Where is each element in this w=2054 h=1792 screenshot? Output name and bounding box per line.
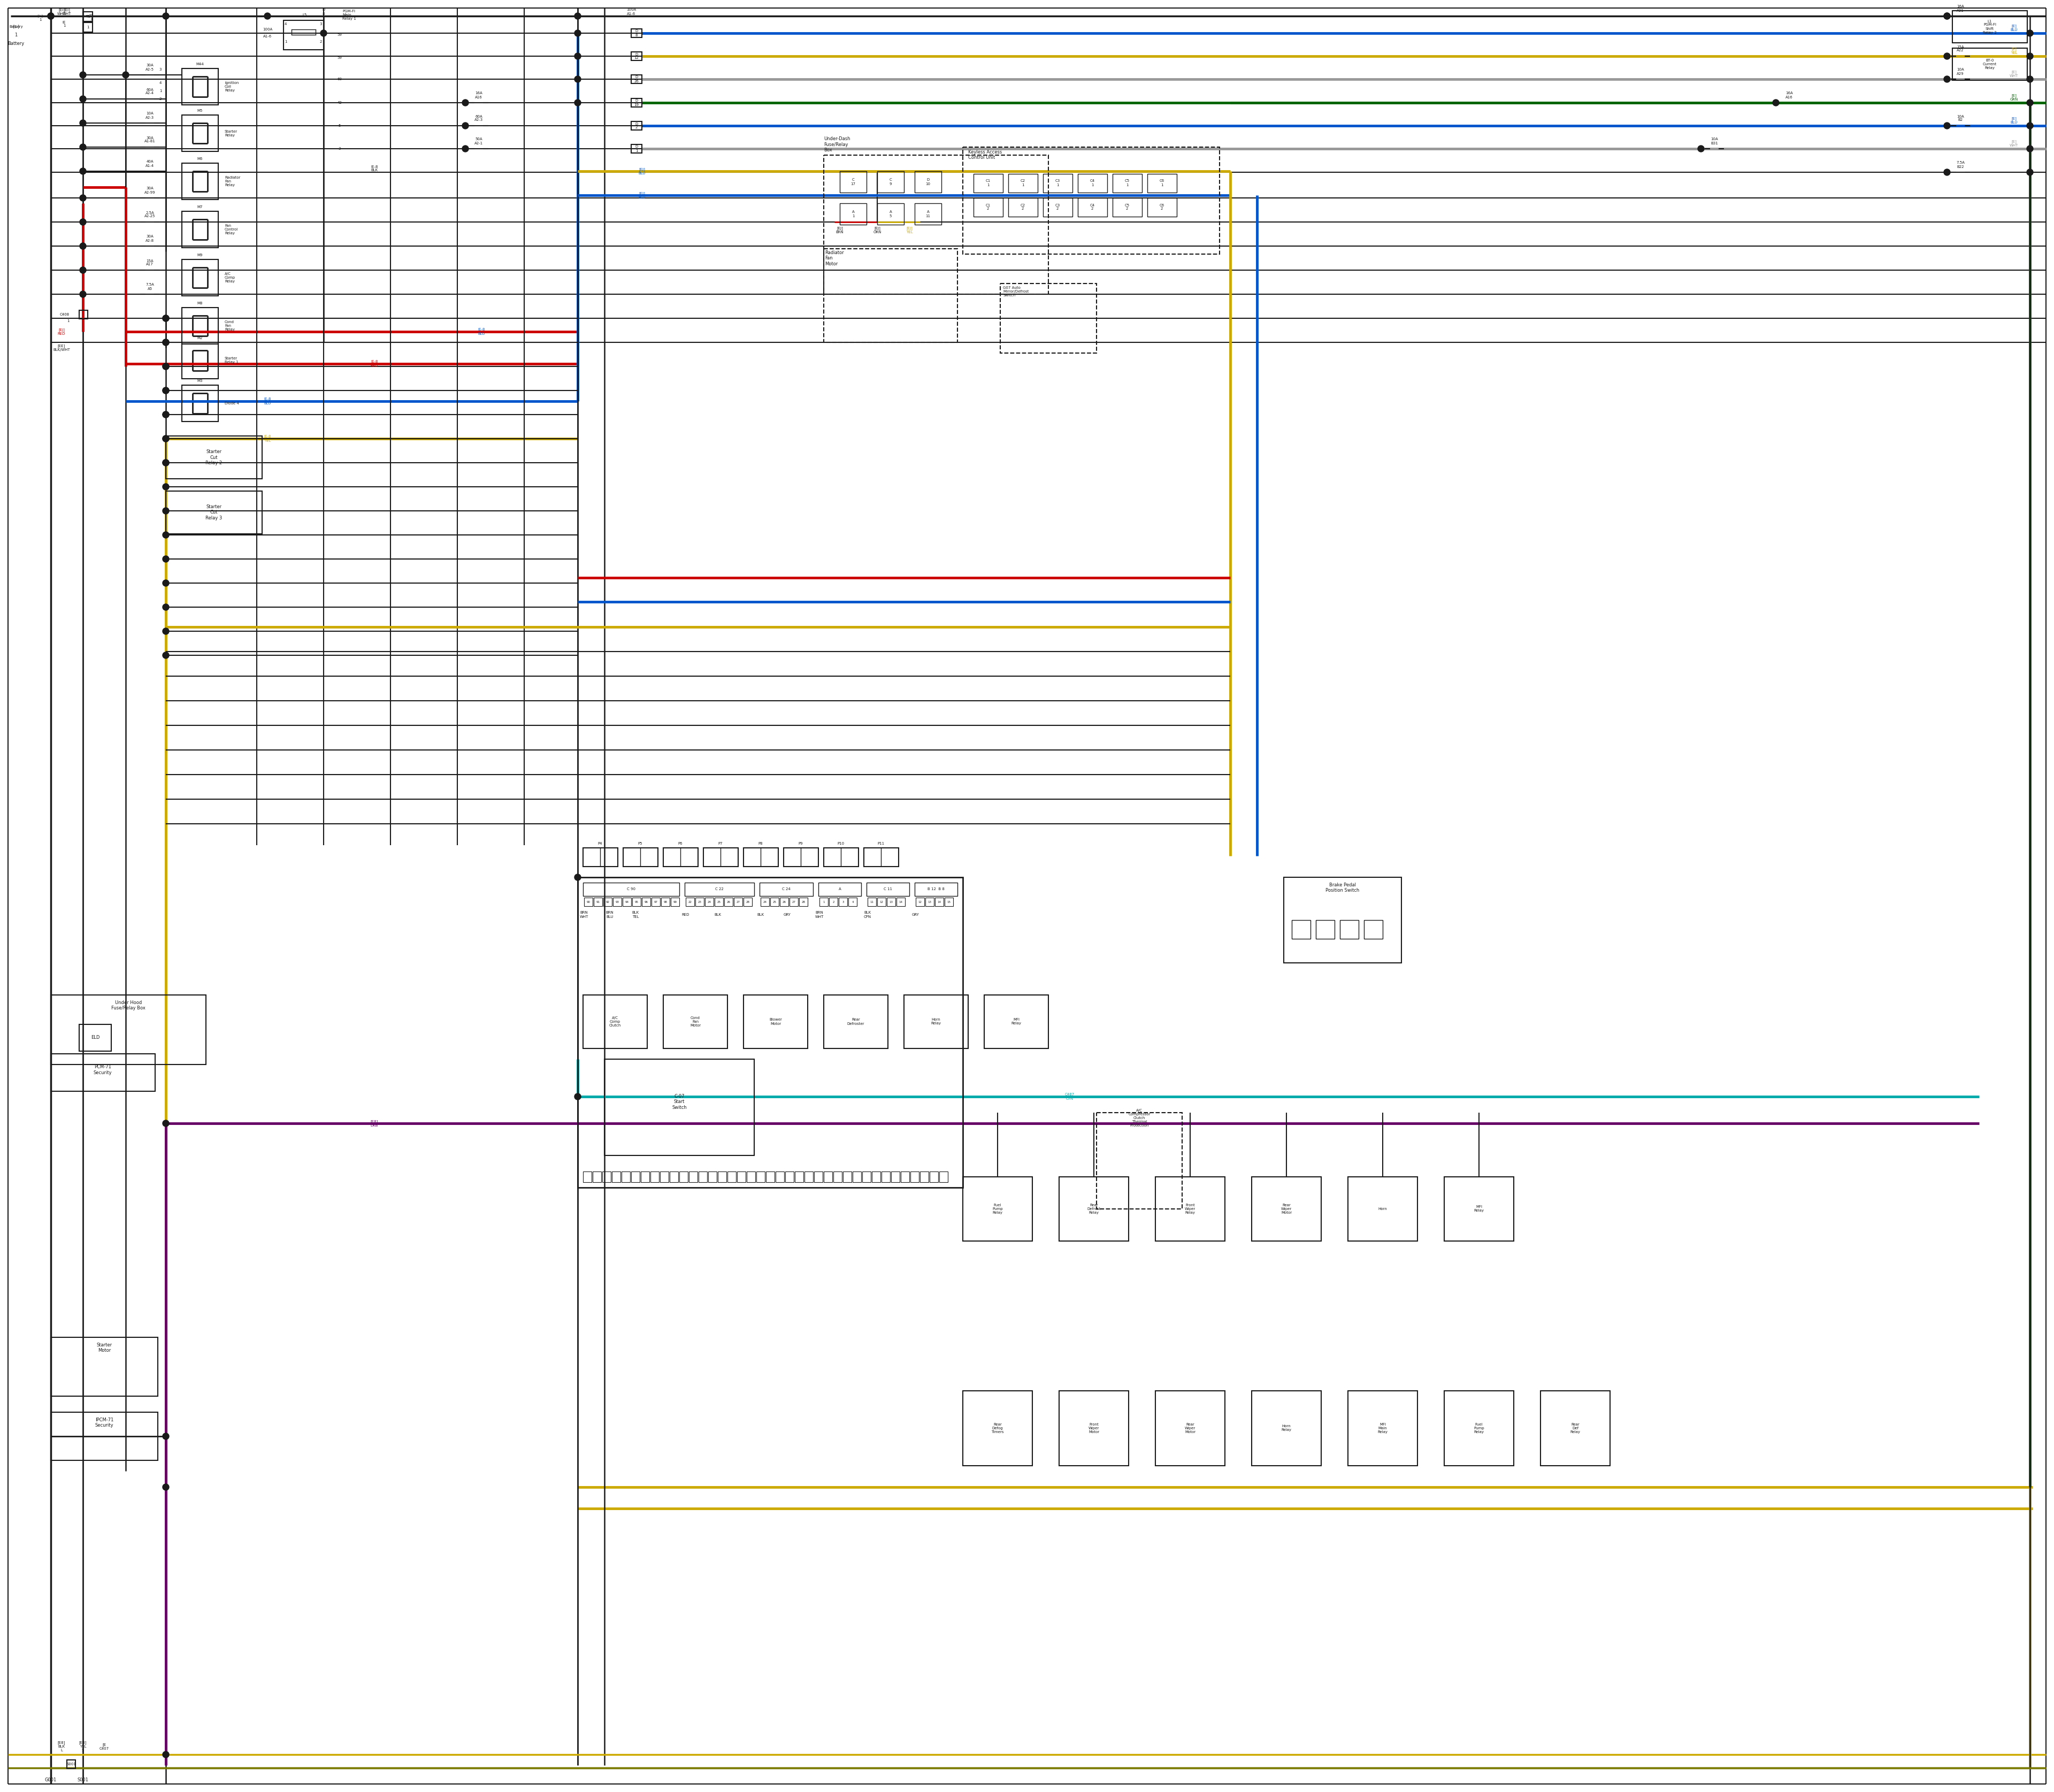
Text: 25: 25	[717, 901, 721, 903]
Text: BLK
TEL: BLK TEL	[633, 912, 639, 918]
Text: Horn
Relay: Horn Relay	[1282, 1425, 1292, 1432]
Bar	[670, 1172, 678, 1183]
Bar	[1078, 174, 1107, 192]
Text: 10A
B2: 10A B2	[1957, 115, 1964, 122]
Text: 30A
A2-8: 30A A2-8	[146, 235, 154, 242]
Bar	[963, 1391, 1033, 1466]
Bar	[1317, 919, 1335, 939]
Bar	[1060, 1391, 1128, 1466]
Text: 16A
A16: 16A A16	[474, 91, 483, 99]
Circle shape	[80, 168, 86, 174]
Circle shape	[575, 54, 581, 59]
Bar	[916, 898, 924, 907]
Text: C6
2: C6 2	[1158, 204, 1165, 210]
Bar	[914, 172, 941, 192]
Text: C4
1: C4 1	[1091, 179, 1095, 186]
Text: Rear
Wiper
Motor: Rear Wiper Motor	[1282, 1204, 1292, 1215]
Bar	[183, 308, 218, 344]
Text: C408: C408	[60, 314, 70, 315]
Text: 10A
B31: 10A B31	[1711, 138, 1717, 145]
Text: 10A
A29: 10A A29	[1957, 68, 1964, 75]
Bar	[166, 435, 263, 478]
Text: 3: 3	[320, 23, 322, 25]
Circle shape	[47, 13, 53, 20]
Circle shape	[47, 13, 53, 20]
Text: P7: P7	[719, 842, 723, 846]
Text: BLK: BLK	[758, 914, 764, 916]
Circle shape	[1943, 13, 1949, 20]
Text: C5
1: C5 1	[1126, 179, 1130, 186]
Text: IE-8
BLK: IE-8 BLK	[372, 165, 378, 172]
Circle shape	[575, 75, 581, 82]
Bar	[1251, 1391, 1321, 1466]
Bar	[939, 1172, 947, 1183]
Bar	[672, 898, 680, 907]
Circle shape	[162, 387, 168, 394]
Text: MFI
Main
Relay: MFI Main Relay	[1378, 1423, 1389, 1434]
Text: 24: 24	[707, 901, 711, 903]
Bar	[785, 848, 817, 867]
Text: C487
CYN: C487 CYN	[1064, 1093, 1074, 1100]
Bar	[1009, 174, 1037, 192]
Text: MFI
Relay: MFI Relay	[1475, 1206, 1485, 1213]
Circle shape	[2027, 168, 2033, 176]
Text: 1: 1	[86, 25, 88, 29]
Text: Starter
Motor: Starter Motor	[97, 1342, 113, 1353]
Circle shape	[80, 290, 86, 297]
Text: IE
1: IE 1	[62, 20, 66, 27]
Text: 1: 1	[68, 319, 70, 323]
Text: Blower
Motor: Blower Motor	[768, 1018, 783, 1025]
Text: Rear
Wiper
Motor: Rear Wiper Motor	[1185, 1423, 1195, 1434]
Text: C 24: C 24	[783, 887, 791, 891]
Text: [E]
BLU: [E] BLU	[2011, 23, 2017, 32]
Text: 2: 2	[160, 97, 162, 100]
Text: [E
C407: [E C407	[99, 1744, 109, 1751]
Bar	[727, 1172, 735, 1183]
Text: C1
2: C1 2	[986, 204, 990, 210]
Bar	[1339, 919, 1358, 939]
Bar	[760, 883, 813, 896]
Text: Cond
Fan
Relay: Cond Fan Relay	[224, 321, 234, 332]
Text: Ignition
Coil
Relay: Ignition Coil Relay	[224, 81, 238, 91]
Text: [E8]
DKB: [E8] DKB	[370, 1120, 378, 1127]
Bar	[1097, 1113, 1183, 1210]
Bar	[602, 1172, 610, 1183]
Text: T1
1: T1 1	[88, 14, 92, 22]
Text: C6
1: C6 1	[1158, 179, 1165, 186]
Text: IPCM-71
Security: IPCM-71 Security	[94, 1417, 113, 1428]
Bar	[867, 898, 877, 907]
Text: Front
Wiper
Relay: Front Wiper Relay	[1185, 1204, 1195, 1215]
Bar	[183, 385, 218, 421]
Bar	[651, 1172, 659, 1183]
Text: 59: 59	[337, 56, 343, 59]
Circle shape	[2027, 75, 2033, 82]
Bar	[963, 147, 1220, 254]
Text: 100A: 100A	[263, 29, 273, 30]
Bar	[910, 1172, 918, 1183]
Circle shape	[1943, 13, 1949, 20]
Bar	[817, 883, 861, 896]
Text: Battery: Battery	[8, 41, 25, 47]
Text: Under Hood
Fuse/Relay Box: Under Hood Fuse/Relay Box	[111, 1000, 146, 1011]
Bar	[824, 249, 957, 342]
Text: RED: RED	[682, 914, 690, 916]
Text: Rear
Defroster: Rear Defroster	[846, 1018, 865, 1025]
Bar	[896, 898, 906, 907]
Bar	[631, 52, 641, 61]
Circle shape	[575, 1093, 581, 1100]
Bar	[684, 883, 754, 896]
Text: 91: 91	[596, 901, 600, 903]
Text: 50A
A2-1: 50A A2-1	[474, 138, 483, 145]
Text: [E8]
BLK
L: [E8] BLK L	[58, 1742, 66, 1753]
Bar	[68, 1760, 76, 1769]
Bar	[1364, 919, 1382, 939]
Bar	[641, 1172, 649, 1183]
Text: 96: 96	[645, 901, 647, 903]
Text: 2: 2	[320, 39, 322, 43]
Text: PCM-71
Security: PCM-71 Security	[92, 1064, 113, 1075]
Text: S001: S001	[66, 1763, 76, 1765]
Bar	[1000, 283, 1097, 353]
Circle shape	[462, 100, 468, 106]
Bar	[737, 1172, 746, 1183]
Circle shape	[162, 339, 168, 346]
